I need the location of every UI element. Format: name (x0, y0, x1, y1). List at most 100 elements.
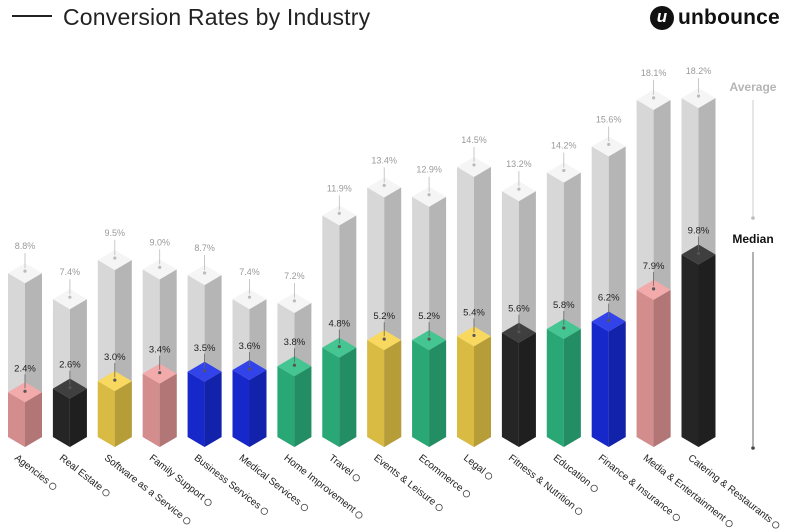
apple-icon (574, 507, 583, 515)
median-bar-face (114, 381, 132, 447)
average-column-face (8, 263, 42, 284)
average-column-face (636, 89, 671, 110)
median-bar (412, 330, 447, 447)
average-pointer-dot (292, 299, 296, 303)
category-label: Real Estate (57, 453, 105, 494)
average-column-face (412, 186, 447, 207)
median-bar-face (367, 340, 385, 447)
category-label: Agencies (12, 453, 51, 487)
median-label: 5.8% (553, 300, 575, 311)
average-pointer-dot (427, 193, 431, 197)
average-label: 7.4% (239, 267, 260, 277)
median-bar-face (322, 347, 340, 447)
median-bar (636, 279, 671, 447)
median-bar (457, 326, 491, 447)
legend-average-label: Average (730, 80, 777, 94)
median-bar (681, 244, 716, 447)
median-pointer-dot (158, 371, 162, 375)
average-label: 12.9% (416, 165, 442, 175)
median-label: 3.0% (104, 352, 126, 363)
median-label: 5.6% (508, 304, 530, 315)
median-label: 7.9% (643, 261, 665, 272)
average-label: 14.5% (461, 135, 487, 145)
median-pointer-dot (113, 378, 117, 382)
plane-icon (352, 474, 360, 482)
average-label: 15.6% (596, 114, 622, 124)
median-pointer-dot (23, 389, 27, 393)
average-pointer-dot (607, 142, 611, 147)
median-bar (187, 361, 222, 447)
average-label: 7.4% (60, 267, 81, 277)
median-pointer-dot (292, 363, 296, 367)
median-pointer-dot (382, 337, 386, 341)
median-label: 5.4% (463, 307, 485, 318)
dish-icon (772, 521, 780, 529)
gear-icon (183, 517, 191, 525)
median-bar (52, 378, 87, 447)
median-bar-face (546, 328, 564, 447)
category-label: Legal (461, 453, 487, 477)
median-label: 2.6% (59, 360, 81, 371)
average-pointer-dot (696, 94, 701, 98)
average-column-face (591, 136, 626, 157)
average-column-face (277, 292, 312, 313)
category-label: Travel (326, 453, 354, 479)
cart-icon (462, 490, 471, 498)
average-column-face (97, 250, 132, 271)
average-pointer-dot (203, 271, 207, 275)
average-pointer-dot (247, 295, 252, 299)
average-label: 8.7% (194, 243, 215, 253)
average-label: 14.2% (551, 141, 577, 151)
median-pointer-dot (203, 369, 207, 373)
hands-icon (204, 498, 212, 506)
average-label: 18.2% (686, 66, 712, 76)
median-bar-face (384, 340, 402, 447)
chart-header: Conversion Rates by Industry u unbounce (0, 0, 800, 40)
median-pointer-dot (337, 344, 341, 349)
average-pointer-dot (23, 269, 27, 273)
median-bar (546, 318, 581, 447)
median-pointer-dot (696, 251, 701, 256)
book-icon (590, 484, 598, 492)
median-bar-face (501, 332, 519, 447)
median-bar-face (52, 388, 70, 447)
megaphone-icon (49, 482, 57, 490)
median-pointer-dot (247, 367, 252, 371)
median-pointer-dot (472, 333, 476, 338)
median-bar-face (653, 289, 671, 447)
median-bar-face (681, 254, 699, 447)
median-pointer-dot (517, 330, 521, 334)
median-bar (591, 311, 626, 447)
coin-icon (672, 513, 680, 521)
median-bar-face (159, 373, 177, 447)
legend-median-label: Median (732, 232, 773, 246)
median-bar-face (204, 371, 222, 447)
median-bar (367, 330, 402, 447)
pill-icon (300, 503, 308, 512)
average-pointer-dot (382, 183, 386, 188)
median-label: 3.6% (239, 341, 261, 352)
average-pointer-dot (68, 295, 72, 299)
median-bar-face (277, 366, 295, 447)
category-label: Finance & Insurance (596, 453, 675, 518)
median-label: 6.2% (598, 293, 620, 304)
category-label: Education (551, 453, 593, 489)
unbounce-logo-icon: u (650, 6, 674, 30)
median-pointer-dot (562, 326, 566, 330)
average-pointer-dot (472, 163, 476, 167)
average-column-face (52, 289, 87, 310)
average-pointer-dot (517, 187, 521, 191)
median-pointer-dot (68, 385, 72, 390)
median-bar-face (232, 369, 250, 447)
median-label: 3.5% (194, 343, 216, 354)
median-label: 5.2% (373, 311, 395, 322)
median-bar-face (518, 332, 536, 447)
median-bar-face (69, 388, 87, 447)
median-bar-face (187, 371, 205, 447)
median-bar-face (636, 289, 654, 447)
average-column-face (142, 259, 177, 280)
median-bar-face (142, 373, 160, 447)
median-bar-face (8, 392, 25, 447)
average-label: 9.0% (149, 237, 170, 247)
